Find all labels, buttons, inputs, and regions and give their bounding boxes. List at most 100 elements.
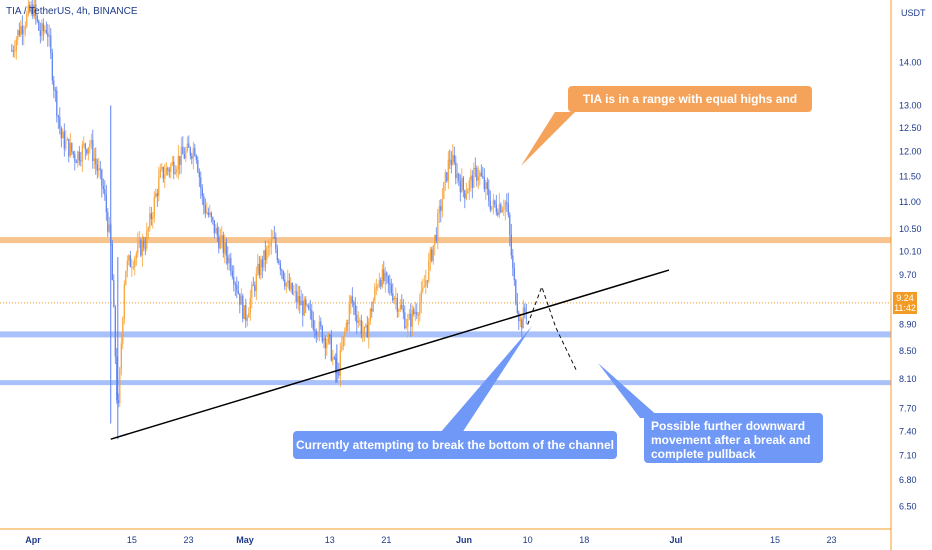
candle-body	[246, 317, 248, 321]
candle-body	[414, 311, 416, 314]
candle-body	[105, 194, 107, 213]
candle-body	[158, 177, 160, 197]
candle-body	[326, 343, 328, 349]
candle-body	[233, 276, 235, 285]
candle-body	[477, 176, 479, 181]
candle-body	[258, 263, 260, 276]
candle-body	[366, 325, 368, 338]
candle-body	[360, 320, 362, 334]
candle-body	[77, 151, 79, 164]
candle-body	[285, 282, 287, 287]
candle-body	[101, 169, 103, 187]
candle-body	[263, 250, 265, 268]
candle-body	[45, 30, 47, 33]
candle-body	[204, 205, 206, 214]
candle-body	[74, 153, 76, 162]
candle-body	[255, 273, 257, 292]
candle-body	[521, 319, 523, 329]
x-tick-label: May	[236, 535, 254, 545]
candle-body	[206, 212, 208, 214]
candle-body	[149, 213, 151, 228]
candle-body	[261, 259, 263, 268]
candle-body	[419, 302, 421, 315]
candle-body	[11, 50, 13, 52]
candle-body	[327, 334, 329, 344]
candle-body	[324, 337, 326, 349]
candle-body	[33, 4, 35, 17]
candle-body	[479, 172, 481, 177]
candle-body	[275, 237, 277, 249]
support-band-lower	[0, 380, 891, 386]
candle-body	[183, 154, 185, 159]
candle-body	[186, 143, 188, 151]
candle-body	[104, 189, 106, 195]
candle-body	[342, 336, 344, 347]
candle-body	[387, 276, 389, 283]
candle-body	[489, 200, 491, 210]
price-axis-ticks: 14.00 13.00 12.50 12.00 11.50 11.00 10.50 10.10…	[899, 58, 922, 512]
candle-body	[290, 283, 292, 290]
candle-body	[332, 357, 334, 361]
candle-body	[396, 297, 398, 312]
candle-body	[42, 23, 44, 31]
candle-body	[329, 334, 331, 336]
candle-body	[237, 290, 239, 294]
candle-body	[125, 271, 127, 285]
candle-body	[47, 32, 49, 37]
candle-body	[344, 331, 346, 337]
candle-body	[222, 235, 224, 254]
resistance-band	[0, 237, 891, 244]
range-callout-pointer	[521, 112, 575, 166]
candle-body	[300, 300, 302, 306]
candle-body	[351, 296, 353, 303]
y-tick-label: 12.00	[899, 147, 922, 157]
currency-label: USDT	[901, 8, 926, 18]
candle-body	[264, 250, 266, 260]
candle-body	[230, 257, 232, 272]
candle-body	[135, 253, 137, 259]
candle-body	[297, 296, 299, 303]
candle-body	[282, 271, 284, 280]
candle-body	[62, 131, 64, 139]
candle-body	[198, 171, 200, 178]
candle-body	[429, 249, 431, 261]
candle-body	[375, 286, 377, 289]
candle-body	[524, 307, 526, 313]
channel-trendline[interactable]	[110, 269, 670, 440]
candle-body	[57, 115, 59, 118]
candle-body	[221, 235, 223, 238]
candle-body	[81, 144, 83, 162]
candle-body	[161, 167, 163, 169]
candle-body	[210, 212, 212, 218]
candle-body	[188, 143, 190, 148]
candle-body	[303, 299, 305, 316]
candle-body	[497, 212, 499, 216]
candle-body	[48, 35, 50, 37]
candle-body	[152, 216, 154, 219]
candle-body	[177, 155, 179, 170]
candle-body	[170, 164, 172, 172]
candle-body	[108, 224, 110, 232]
candle-body	[153, 197, 155, 217]
bar-countdown: 11:42	[894, 303, 916, 313]
candle-body	[212, 217, 214, 221]
x-tick-label: 21	[381, 535, 391, 545]
candle-body	[180, 146, 182, 165]
candle-body	[431, 249, 433, 261]
candle-body	[239, 293, 241, 305]
candle-body	[260, 259, 262, 276]
candle-body	[66, 138, 68, 141]
y-tick-label: 11.50	[899, 171, 921, 181]
candle-body	[512, 255, 514, 269]
candle-body	[306, 304, 308, 306]
candle-body	[113, 280, 115, 308]
candles-group[interactable]	[11, 0, 527, 440]
candle-body	[354, 305, 356, 315]
candle-body	[372, 300, 374, 312]
y-tick-label: 10.10	[899, 246, 922, 256]
candle-body	[197, 159, 199, 172]
candle-body	[347, 323, 349, 325]
candle-body	[485, 182, 487, 189]
candle-body	[36, 15, 38, 21]
